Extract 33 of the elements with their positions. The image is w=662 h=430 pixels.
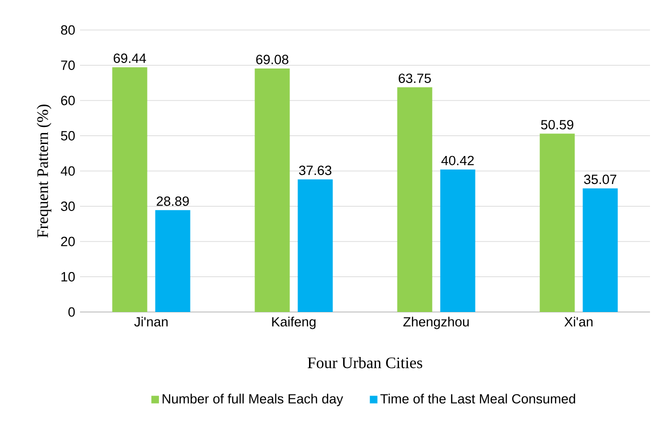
y-tick-label: 70: [61, 60, 75, 70]
y-tick-label: 40: [60, 166, 75, 176]
bar: [254, 68, 290, 312]
bar: [397, 87, 432, 312]
y-tick-label: 20: [61, 236, 75, 246]
bar: [540, 134, 575, 312]
bar: [440, 170, 476, 312]
bar: [298, 179, 333, 312]
y-axis-title: Frequent Pattern (%): [36, 104, 52, 238]
data-label: 37.63: [299, 166, 332, 176]
data-label: 63.75: [398, 74, 431, 84]
data-label: 35.07: [584, 174, 616, 184]
x-tick-label: Ji'nan: [134, 316, 168, 326]
data-label: 69.44: [114, 54, 146, 63]
data-label: 28.89: [156, 196, 189, 206]
y-tick-label: 50: [61, 131, 75, 140]
x-tick-label: Zhengzhou: [403, 316, 469, 330]
y-tick-label: 30: [60, 202, 75, 211]
legend-label: Number of full Meals Each day: [162, 394, 344, 406]
x-tick-label: Xi'an: [564, 316, 592, 326]
data-label: 50.59: [541, 120, 574, 130]
bar: [582, 188, 618, 312]
y-tick-label: 60: [61, 96, 75, 106]
y-tick-label: 0: [68, 307, 75, 317]
data-label: 40.42: [441, 156, 474, 166]
data-label: 69.08: [256, 54, 288, 64]
y-tick-label: 10: [61, 272, 75, 282]
y-tick-label: 80: [61, 25, 75, 35]
x-tick-label: Kaifeng: [272, 316, 316, 330]
bar: [155, 210, 190, 312]
bar: [112, 67, 148, 312]
legend-label: Time of the Last Meal Consumed: [380, 394, 576, 404]
x-axis-title: Four Urban Cities: [308, 356, 422, 368]
